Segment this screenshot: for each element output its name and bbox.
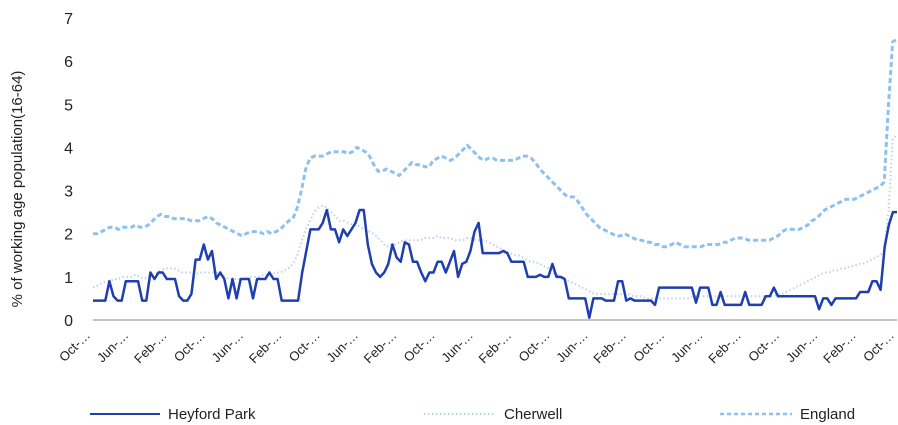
y-tick-label: 5 (64, 97, 73, 114)
x-tick-label: Jun-… (209, 328, 247, 366)
y-tick-label: 7 (64, 11, 73, 28)
x-tick-label: Feb-… (590, 328, 629, 367)
y-axis-title: % of working age population(16-64) (9, 71, 26, 308)
x-tick-label: Jun-… (783, 328, 821, 366)
x-tick-label: Oct-… (56, 328, 93, 365)
x-tick-label: Feb-… (361, 328, 400, 367)
x-tick-label: Feb-… (705, 328, 744, 367)
x-tick-label: Oct-… (286, 328, 323, 365)
x-tick-label: Jun-… (553, 328, 591, 366)
series-line-cherwell (92, 133, 898, 300)
y-tick-label: 4 (64, 140, 73, 157)
legend-label-heyford: Heyford Park (168, 406, 256, 423)
x-tick-label: Feb-… (131, 328, 170, 367)
x-tick-label: Oct-… (401, 328, 438, 365)
x-tick-label: Oct-… (860, 328, 897, 365)
y-tick-label: 1 (64, 270, 73, 287)
series-line-heyford-park (93, 208, 897, 320)
x-tick-label: Feb-… (246, 328, 285, 367)
legend: Heyford Park Cherwell England (90, 406, 855, 423)
x-tick-label: Oct-… (745, 328, 782, 365)
x-tick-label: Jun-… (668, 328, 706, 366)
series-line-england (93, 38, 898, 249)
y-tick-label: 0 (64, 313, 73, 330)
legend-label-cherwell: Cherwell (504, 406, 562, 423)
legend-label-england: England (800, 406, 855, 423)
x-tick-label: Feb-… (820, 328, 859, 367)
y-tick-label: 3 (64, 184, 73, 201)
x-tick-label: Oct-… (515, 328, 552, 365)
y-axis-ticks: 0 1 2 3 4 5 6 7 (64, 11, 73, 330)
x-tick-label: Feb-… (476, 328, 515, 367)
legend-item-heyford: Heyford Park (90, 406, 256, 423)
legend-item-england: England (720, 406, 855, 423)
series-layer (92, 38, 898, 320)
y-tick-label: 6 (64, 54, 73, 71)
x-tick-label: Oct-… (171, 328, 208, 365)
x-tick-label: Jun-… (438, 328, 476, 366)
y-tick-label: 2 (64, 227, 73, 244)
x-tick-label: Jun-… (323, 328, 361, 366)
x-tick-label: Oct-… (630, 328, 667, 365)
x-axis-ticks: Oct-… Jun-… Feb-… Oct-… Jun-… Feb-… Oct-… Jun-…… (56, 328, 897, 367)
legend-item-cherwell: Cherwell (424, 406, 562, 423)
x-tick-label: Jun-… (94, 328, 132, 366)
